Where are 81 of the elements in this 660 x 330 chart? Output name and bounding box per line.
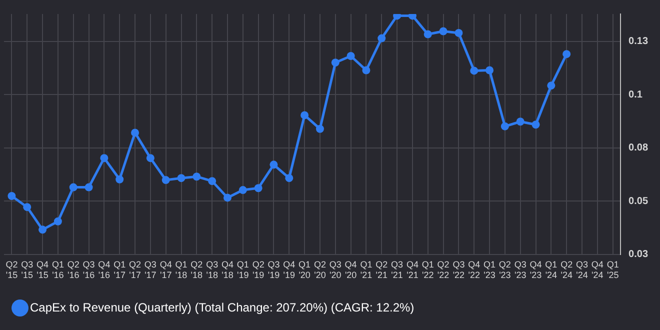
point	[486, 66, 494, 74]
x-tick-label: Q2 '19	[252, 259, 264, 280]
point	[131, 128, 140, 137]
point	[532, 120, 540, 129]
x-tick-label: Q2 '22	[437, 259, 450, 280]
x-tick-label: Q3 '23	[514, 259, 526, 280]
x-tick-label: Q1 '21	[360, 259, 372, 280]
point	[192, 172, 201, 181]
x-tick-label: Q3 '17	[144, 259, 156, 280]
point	[254, 184, 262, 192]
x-tick-label: Q4 '18	[221, 259, 234, 280]
x-tick-label: Q2 '15	[6, 259, 18, 280]
point	[285, 174, 294, 182]
point	[69, 183, 78, 192]
x-tick-label: Q3 '21	[391, 259, 404, 280]
x-tick-label: Q3 '24	[576, 259, 588, 280]
point	[100, 154, 108, 162]
x-tick-label: Q2 '24	[560, 259, 573, 280]
x-tick-label: Q1 '19	[236, 259, 249, 280]
x-tick-label: Q3 '16	[82, 259, 95, 280]
point	[500, 122, 509, 130]
point	[38, 226, 47, 234]
y-tick-label: 0.08	[628, 142, 648, 154]
point	[84, 183, 93, 192]
point	[270, 160, 278, 169]
x-tick-label: Q3 '20	[329, 259, 342, 280]
x-tick-label: Q4 '19	[283, 259, 296, 280]
x-tick-label: Q2 '17	[129, 259, 142, 280]
point	[116, 175, 124, 184]
x-tick-label: Q4 '16	[98, 259, 110, 280]
y-tick-label: 0.03	[628, 249, 648, 260]
x-tick-label: Q4 '17	[160, 259, 172, 280]
x-tick-label: Q3 '18	[206, 259, 218, 280]
point	[562, 50, 571, 58]
x-tick-label: Q1 '23	[484, 259, 496, 280]
legend-label: CapEx to Revenue (Quarterly) (Total Change: 207.20%) (CAGR: 12.2%)	[30, 300, 414, 314]
x-tick-label: Q4 '15	[36, 259, 49, 280]
x-tick-label: Q2 '18	[190, 259, 203, 280]
y-tick-label: 0.05	[628, 196, 648, 207]
x-tick-label: Q1 '16	[52, 259, 64, 280]
point	[23, 203, 32, 212]
point	[8, 192, 16, 200]
x-tick-label: Q2 '20	[314, 259, 326, 280]
point	[470, 66, 478, 75]
x-tick-label: Q4 '23	[530, 259, 542, 280]
x-tick-label: Q4 '24	[591, 259, 604, 280]
point	[162, 176, 170, 184]
point	[208, 177, 216, 186]
point	[424, 30, 432, 38]
point	[346, 52, 355, 60]
x-tick-label: Q3 '19	[268, 259, 280, 280]
point	[300, 111, 309, 120]
x-tick-label: Q4 '22	[468, 259, 480, 280]
y-tick-label: 0.13	[628, 36, 648, 48]
x-tick-label: Q4 '21	[406, 259, 418, 280]
point	[439, 27, 448, 36]
x-tick-label: Q2 '23	[498, 259, 511, 280]
point	[238, 186, 247, 194]
point	[223, 194, 232, 202]
point	[362, 66, 370, 74]
point	[177, 174, 186, 182]
x-tick-label: Q1 '22	[422, 259, 434, 280]
x-tick-label: Q2 '21	[376, 259, 388, 280]
point	[454, 28, 463, 37]
x-tick-label: Q1 '25	[606, 259, 619, 280]
point	[54, 217, 62, 226]
point	[516, 118, 524, 126]
point	[547, 82, 556, 90]
x-tick-label: Q1 '17	[114, 259, 126, 280]
point	[316, 124, 324, 133]
point	[146, 154, 154, 162]
x-tick-label: Q1 '18	[175, 259, 188, 280]
x-tick-label: Q1 '24	[545, 259, 558, 280]
y-tick-label: 0.1	[628, 89, 643, 100]
x-tick-label: Q3 '15	[21, 259, 34, 280]
x-tick-label: Q3 '22	[452, 259, 465, 280]
point	[378, 34, 386, 42]
x-tick-label: Q1 '20	[298, 259, 311, 280]
point	[331, 58, 340, 67]
x-tick-label: Q4 '20	[344, 259, 357, 280]
x-tick-label: Q2 '16	[67, 259, 80, 280]
